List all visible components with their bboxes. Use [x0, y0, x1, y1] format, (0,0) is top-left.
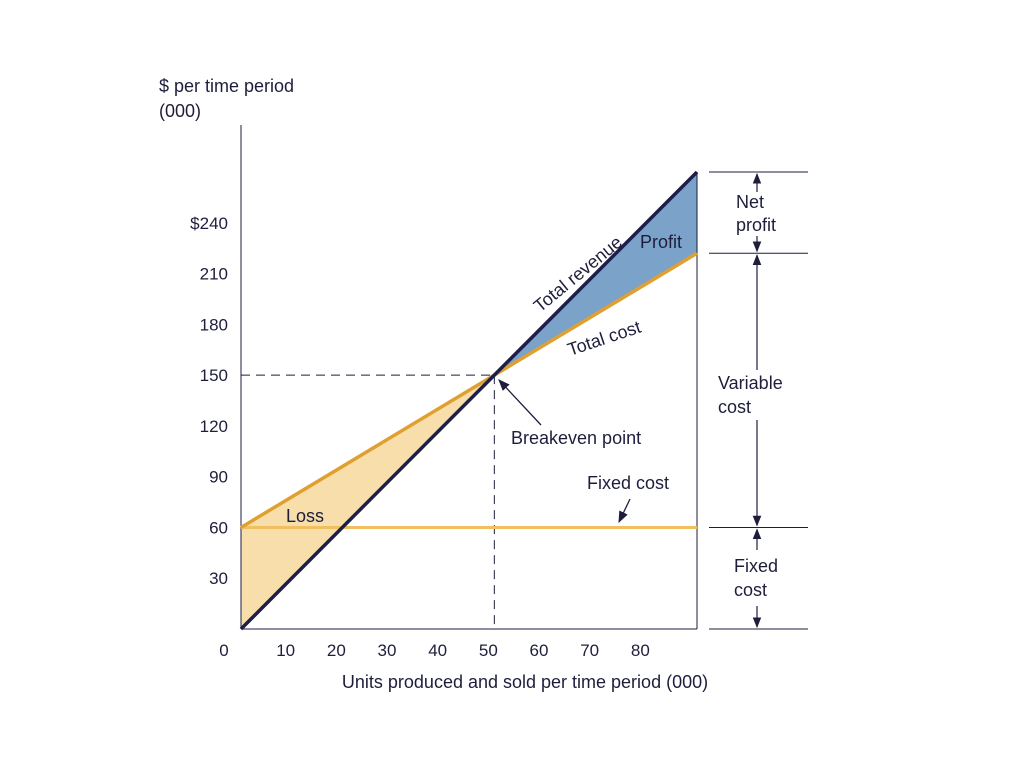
x-tick-label: 40: [428, 641, 447, 660]
fixed-cost-bracket-label-line2: cost: [734, 580, 767, 600]
y-tick-label: 210: [200, 265, 228, 284]
x-tick-labels: 0 10 20 30 40 50 60 70 80: [219, 641, 650, 660]
x-axis-label: Units produced and sold per time period …: [342, 672, 708, 692]
fixed-cost-label: Fixed cost: [587, 473, 669, 493]
y-tick-label: 90: [209, 468, 228, 487]
y-tick-label: 120: [200, 417, 228, 436]
fixed-cost-bracket-label-line1: Fixed: [734, 556, 778, 576]
net-profit-label-line1: Net: [736, 192, 764, 212]
side-brackets: [709, 171, 808, 630]
y-tick-label: 30: [209, 569, 228, 588]
breakeven-label: Breakeven point: [511, 428, 641, 448]
loss-label: Loss: [286, 506, 324, 526]
x-tick-label: 80: [631, 641, 650, 660]
x-tick-label: 20: [327, 641, 346, 660]
x-origin-label: 0: [219, 641, 228, 660]
breakeven-arrow: [498, 379, 542, 426]
total-cost-line: [240, 251, 698, 529]
y-axis-label-line1: $ per time period: [159, 76, 294, 96]
y-axis-label-line2: (000): [159, 101, 201, 121]
x-tick-label: 70: [580, 641, 599, 660]
profit-label: Profit: [640, 232, 682, 252]
x-tick-label: 10: [276, 641, 295, 660]
x-tick-label: 60: [530, 641, 549, 660]
x-tick-label: 50: [479, 641, 498, 660]
y-tick-label: $240: [190, 214, 228, 233]
variable-cost-label-line2: cost: [718, 397, 751, 417]
y-tick-labels: 30 60 90 120 150 180 210 $240: [190, 214, 228, 588]
y-tick-label: 180: [200, 315, 228, 334]
y-tick-label: 150: [200, 366, 228, 385]
fixed-cost-arrow: [618, 498, 631, 524]
x-tick-label: 30: [378, 641, 397, 660]
total-revenue-line: [239, 170, 699, 631]
y-tick-label: 60: [209, 518, 228, 537]
net-profit-label-line2: profit: [736, 215, 776, 235]
variable-cost-label-line1: Variable: [718, 373, 783, 393]
